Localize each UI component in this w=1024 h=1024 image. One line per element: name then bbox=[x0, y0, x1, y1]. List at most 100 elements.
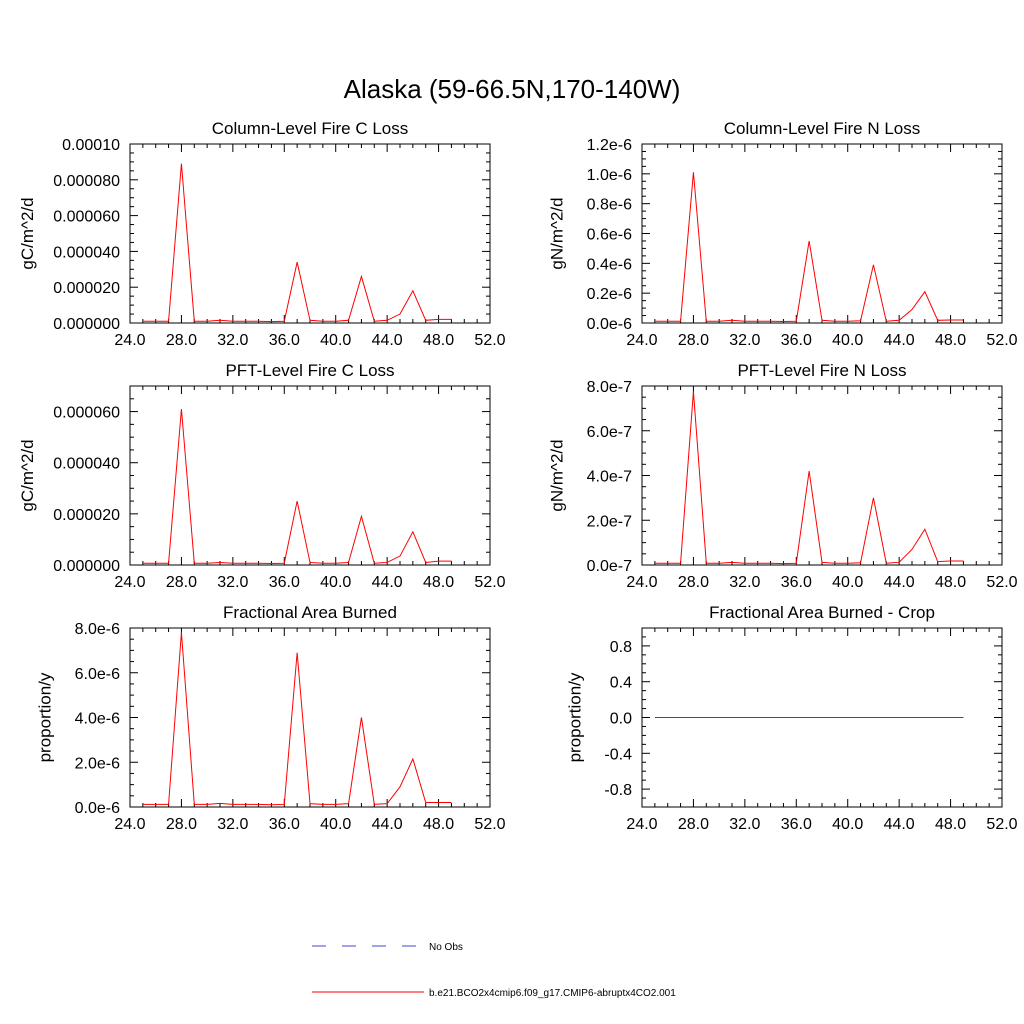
x-tick-label: 44.0 bbox=[372, 816, 403, 833]
x-tick-label: 48.0 bbox=[935, 574, 966, 591]
y-tick-label: 1.2e-6 bbox=[587, 137, 632, 154]
x-tick-label: 32.0 bbox=[217, 332, 248, 349]
x-tick-label: 24.0 bbox=[626, 574, 657, 591]
x-tick-label: 32.0 bbox=[729, 332, 760, 349]
x-tick-label: 40.0 bbox=[832, 332, 863, 349]
x-tick-label: 40.0 bbox=[320, 816, 351, 833]
chart-title: PFT-Level Fire N Loss bbox=[737, 361, 906, 380]
y-tick-label: 0.000020 bbox=[53, 280, 120, 297]
x-tick-label: 44.0 bbox=[372, 332, 403, 349]
chart-title: Column-Level Fire C Loss bbox=[212, 119, 409, 138]
y-tick-label: 4.0e-6 bbox=[75, 711, 120, 728]
x-tick-label: 28.0 bbox=[166, 574, 197, 591]
x-tick-label: 24.0 bbox=[626, 816, 657, 833]
y-tick-label: 1.0e-6 bbox=[587, 167, 632, 184]
chart-panel-1: Column-Level Fire C Loss 24.0 28.0 32.0 36.0… bbox=[18, 119, 506, 349]
y-axis-label: gC/m^2/d bbox=[18, 197, 37, 269]
x-tick-label: 24.0 bbox=[114, 332, 145, 349]
chart-title: Column-Level Fire N Loss bbox=[724, 119, 921, 138]
y-tick-label: 0.4 bbox=[610, 675, 632, 692]
chart-title: PFT-Level Fire C Loss bbox=[225, 361, 394, 380]
chart-panel-2: Column-Level Fire N Loss 24.0 28.0 32.0 36.0… bbox=[548, 119, 1018, 349]
x-tick-label: 32.0 bbox=[729, 574, 760, 591]
x-tick-label: 32.0 bbox=[729, 816, 760, 833]
y-tick-label: 0.000000 bbox=[53, 558, 120, 575]
y-tick-label: 0.000060 bbox=[53, 405, 120, 422]
plot-frame bbox=[129, 143, 491, 324]
x-tick-label: 28.0 bbox=[678, 332, 709, 349]
plot-frame bbox=[641, 143, 1003, 324]
series-line bbox=[142, 163, 452, 323]
plot-frame bbox=[129, 385, 491, 566]
chart-title: Fractional Area Burned bbox=[223, 603, 397, 622]
x-tick-label: 36.0 bbox=[781, 332, 812, 349]
x-tick-label: 52.0 bbox=[986, 574, 1017, 591]
x-tick-label: 48.0 bbox=[423, 574, 454, 591]
y-axis-label: gN/m^2/d bbox=[548, 439, 567, 511]
series-line bbox=[654, 391, 964, 565]
x-tick-label: 32.0 bbox=[217, 574, 248, 591]
legend-label: b.e21.BCO2x4cmip6.f09_g17.CMIP6-abruptx4… bbox=[429, 988, 676, 999]
y-axis-label: gN/m^2/d bbox=[548, 197, 567, 269]
x-tick-label: 40.0 bbox=[832, 574, 863, 591]
y-tick-label: -0.8 bbox=[604, 782, 632, 799]
y-tick-label: 0.8e-6 bbox=[587, 197, 632, 214]
x-tick-label: 44.0 bbox=[372, 574, 403, 591]
x-tick-label: 36.0 bbox=[781, 816, 812, 833]
y-tick-label: 6.0e-6 bbox=[75, 666, 120, 683]
y-tick-label: 4.0e-7 bbox=[587, 469, 632, 486]
x-tick-label: 36.0 bbox=[269, 816, 300, 833]
y-axis-label: proportion/y bbox=[36, 672, 55, 762]
x-tick-label: 52.0 bbox=[474, 574, 505, 591]
y-tick-label: 0.0e-6 bbox=[587, 316, 632, 333]
series-line bbox=[654, 172, 964, 323]
y-tick-label: 0.2e-6 bbox=[587, 286, 632, 303]
x-tick-label: 52.0 bbox=[474, 816, 505, 833]
x-tick-label: 52.0 bbox=[474, 332, 505, 349]
y-tick-label: 0.0 bbox=[610, 711, 632, 728]
chart-panel-5: Fractional Area Burned 24.0 28.0 32.0 36.0 40… bbox=[36, 603, 506, 833]
x-tick-label: 32.0 bbox=[217, 816, 248, 833]
y-tick-label: 0.0e-6 bbox=[75, 800, 120, 817]
x-tick-label: 44.0 bbox=[884, 332, 915, 349]
chart-panel-6: Fractional Area Burned - Crop 24.0 28.0 32.… bbox=[565, 603, 1017, 833]
x-tick-label: 24.0 bbox=[114, 574, 145, 591]
y-axis-label: proportion/y bbox=[565, 672, 584, 762]
series-line bbox=[142, 632, 452, 806]
y-tick-label: 0.4e-6 bbox=[587, 256, 632, 273]
x-tick-label: 40.0 bbox=[320, 332, 351, 349]
x-tick-label: 36.0 bbox=[781, 574, 812, 591]
x-tick-label: 28.0 bbox=[166, 816, 197, 833]
x-tick-label: 44.0 bbox=[884, 816, 915, 833]
x-tick-label: 48.0 bbox=[935, 332, 966, 349]
x-tick-label: 28.0 bbox=[678, 816, 709, 833]
x-tick-label: 28.0 bbox=[678, 574, 709, 591]
x-tick-label: 40.0 bbox=[832, 816, 863, 833]
x-tick-label: 36.0 bbox=[269, 332, 300, 349]
chart-panel-4: PFT-Level Fire N Loss 24.0 28.0 32.0 36.0 40.… bbox=[548, 361, 1018, 591]
x-tick-label: 24.0 bbox=[626, 332, 657, 349]
x-tick-label: 48.0 bbox=[423, 332, 454, 349]
plot-frame bbox=[129, 627, 491, 808]
y-tick-label: 0.6e-6 bbox=[587, 227, 632, 244]
panels: Column-Level Fire C Loss 24.0 28.0 32.0 36.0… bbox=[18, 119, 1018, 833]
x-tick-label: 40.0 bbox=[320, 574, 351, 591]
chart-title: Fractional Area Burned - Crop bbox=[709, 603, 935, 622]
legend-item: No Obs bbox=[312, 942, 463, 953]
y-tick-label: 8.0e-6 bbox=[75, 621, 120, 638]
x-tick-label: 28.0 bbox=[166, 332, 197, 349]
y-tick-label: 2.0e-7 bbox=[587, 513, 632, 530]
chart-panel-3: PFT-Level Fire C Loss 24.0 28.0 32.0 36.0 40.… bbox=[18, 361, 506, 591]
y-tick-label: 0.000080 bbox=[53, 173, 120, 190]
y-tick-label: 6.0e-7 bbox=[587, 424, 632, 441]
y-tick-label: 8.0e-7 bbox=[587, 379, 632, 396]
x-tick-label: 44.0 bbox=[884, 574, 915, 591]
series-line bbox=[142, 408, 452, 564]
x-tick-label: 24.0 bbox=[114, 816, 145, 833]
y-tick-label: 0.000040 bbox=[53, 456, 120, 473]
y-tick-label: 2.0e-6 bbox=[75, 755, 120, 772]
x-tick-label: 52.0 bbox=[986, 816, 1017, 833]
legend: No Obs b.e21.BCO2x4cmip6.f09_g17.CMIP6-ab… bbox=[312, 942, 676, 999]
y-tick-label: 0.000020 bbox=[53, 507, 120, 524]
